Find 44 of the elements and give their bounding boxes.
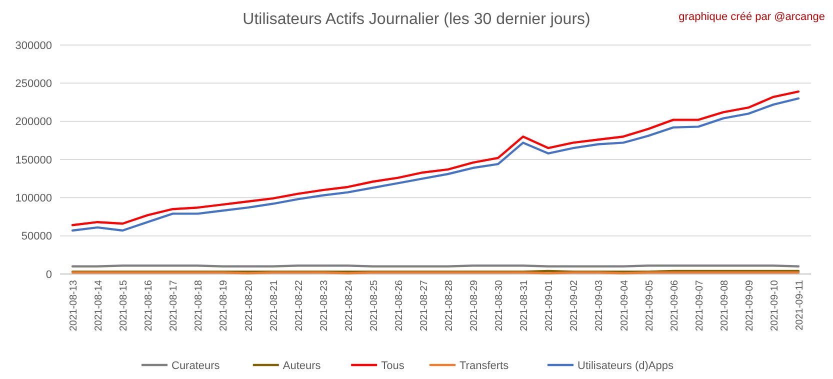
legend-label: Tous — [381, 360, 405, 372]
x-tick-label: 2021-08-20 — [244, 280, 255, 332]
text: graphique créé par @arcange — [678, 11, 825, 23]
x-tick-label: 2021-08-30 — [494, 280, 506, 332]
x-tick-label: 2021-08-26 — [394, 280, 405, 332]
x-tick-label: 2021-08-28 — [444, 280, 456, 332]
x-tick-label: 2021-09-06 — [669, 280, 680, 332]
x-tick-label: 2021-08-31 — [519, 280, 530, 332]
x-tick-label: 2021-08-13 — [68, 280, 80, 332]
y-tick-label: 50000 — [21, 230, 52, 243]
x-tick-label: 2021-09-03 — [594, 280, 606, 332]
x-tick-label: 2021-09-09 — [744, 280, 756, 332]
x-tick-label: 2021-08-25 — [368, 280, 380, 332]
y-tick-label: 300000 — [15, 40, 52, 52]
x-tick-label: 2021-09-08 — [719, 280, 730, 332]
x-tick-label: 2021-08-15 — [118, 280, 130, 332]
chart-title: Utilisateurs Actifs Journalier (les 30 dernier jours) — [242, 11, 590, 28]
legend-label: Utilisateurs (d)Apps — [578, 360, 674, 372]
legend-label: Auteurs — [282, 360, 322, 372]
x-tick-label: 2021-08-29 — [469, 280, 480, 332]
x-tick-label: 2021-08-22 — [294, 280, 305, 332]
legend-label: Transferts — [460, 360, 510, 372]
x-tick-label: 2021-08-21 — [268, 280, 280, 332]
y-tick-label: 250000 — [15, 78, 52, 90]
x-tick-label: 2021-09-01 — [544, 280, 556, 332]
y-tick-label: 150000 — [15, 154, 52, 166]
x-tick-label: 2021-08-14 — [94, 280, 105, 332]
x-tick-label: 2021-08-19 — [218, 280, 230, 332]
x-tick-label: 2021-08-17 — [168, 280, 180, 332]
y-tick-label: 100000 — [15, 192, 52, 205]
x-tick-label: 2021-08-27 — [418, 280, 430, 332]
y-tick-label: 200000 — [15, 116, 52, 128]
legend-label: Curateurs — [172, 360, 220, 372]
x-tick-label: 2021-08-16 — [144, 280, 155, 332]
x-tick-label: 2021-08-18 — [194, 280, 205, 332]
x-tick-label: 2021-08-23 — [318, 280, 330, 332]
x-tick-label: 2021-08-24 — [344, 280, 355, 332]
x-tick-label: 2021-09-11 — [794, 280, 806, 330]
x-tick-label: 2021-09-07 — [694, 280, 706, 332]
x-tick-label: 2021-09-02 — [569, 280, 580, 332]
x-tick-label: 2021-09-05 — [644, 280, 656, 332]
x-tick-label: 2021-09-04 — [619, 280, 630, 332]
x-tick-label: 2021-09-10 — [769, 280, 780, 332]
y-tick-label: 0 — [46, 268, 52, 281]
